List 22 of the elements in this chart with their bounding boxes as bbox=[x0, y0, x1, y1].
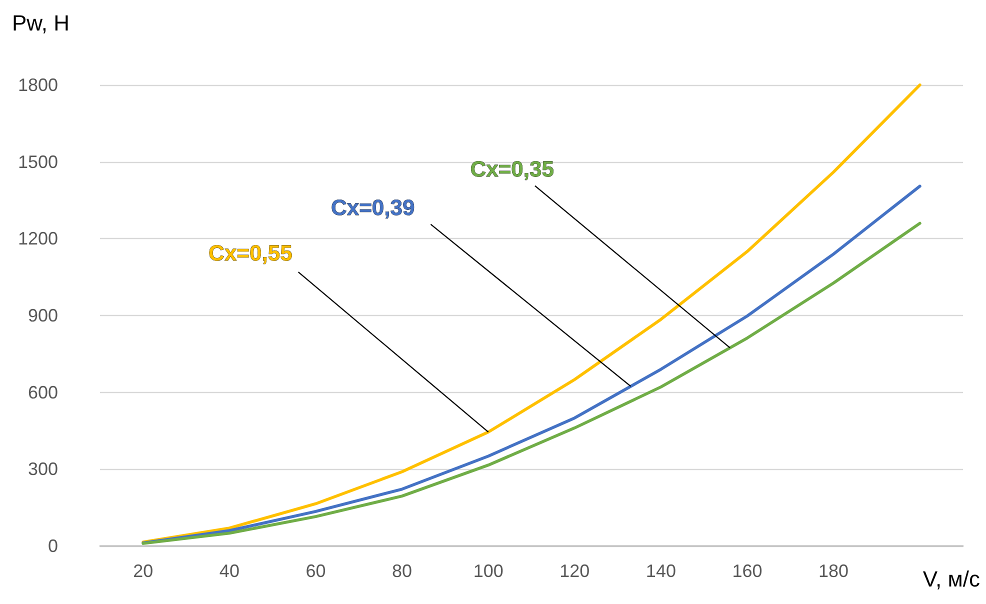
text: Cx=0,55 bbox=[208, 240, 292, 266]
text: Cx=0,39 bbox=[330, 195, 415, 220]
y-axis-title: Pw, Н bbox=[12, 10, 70, 36]
x-tick-label: 40 bbox=[219, 561, 240, 581]
y-tick-label: 1500 bbox=[18, 152, 58, 172]
x-tick-label: 140 bbox=[646, 561, 676, 581]
x-tick-label: 80 bbox=[392, 561, 412, 581]
y-tick-label: 300 bbox=[28, 459, 58, 480]
x-tick-label: 60 bbox=[306, 561, 326, 581]
x-tick-label: 100 bbox=[473, 561, 504, 581]
line-series bbox=[142, 84, 922, 544]
x-axis-title: V, м/с bbox=[922, 566, 980, 592]
y-tick-label: 900 bbox=[28, 306, 58, 326]
x-tick-label: 120 bbox=[560, 561, 590, 581]
x-tick-label: 160 bbox=[732, 561, 762, 581]
text: Cx=0,35 bbox=[470, 156, 554, 182]
x-tick-label: 20 bbox=[133, 561, 154, 581]
y-tick-label: 0 bbox=[48, 536, 58, 556]
y-tick-label: 1200 bbox=[18, 228, 58, 249]
y-tick-label: 600 bbox=[28, 382, 58, 402]
y-tick-label: 1800 bbox=[18, 75, 58, 95]
x-tick-label: 180 bbox=[818, 561, 849, 581]
